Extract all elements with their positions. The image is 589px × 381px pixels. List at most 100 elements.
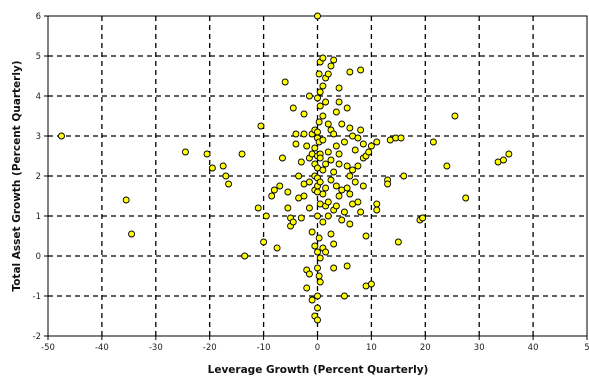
- data-point: [316, 254, 324, 262]
- data-point: [354, 198, 362, 206]
- x-tick-label: -40: [95, 343, 109, 353]
- data-point: [332, 182, 340, 190]
- data-point: [505, 150, 513, 158]
- data-point: [260, 238, 268, 246]
- data-point: [314, 128, 321, 136]
- data-point: [314, 12, 321, 20]
- x-tick-label: -30: [149, 343, 163, 353]
- data-point: [238, 150, 246, 158]
- data-point: [351, 146, 359, 154]
- data-point: [292, 130, 300, 138]
- data-point: [346, 172, 354, 180]
- x-axis-title: Leverage Growth (Percent Quarterly): [208, 364, 429, 376]
- y-tick-label: 6: [36, 12, 41, 22]
- data-point: [219, 162, 227, 170]
- data-point: [343, 104, 351, 112]
- data-point: [462, 194, 470, 202]
- data-point: [319, 166, 327, 174]
- data-point: [384, 180, 392, 188]
- data-point: [357, 208, 365, 216]
- data-point: [316, 102, 324, 110]
- data-point: [324, 148, 332, 156]
- x-tick-label: 30: [474, 343, 485, 353]
- data-point: [273, 244, 281, 252]
- data-point: [308, 296, 316, 304]
- data-point: [122, 196, 130, 204]
- data-point: [319, 112, 327, 120]
- data-point: [262, 212, 270, 220]
- data-point: [332, 142, 340, 150]
- data-point: [315, 118, 323, 126]
- data-point: [319, 54, 327, 62]
- data-point: [335, 192, 343, 200]
- y-tick-label: -1: [33, 292, 41, 302]
- data-point: [322, 248, 330, 256]
- data-point: [316, 278, 324, 286]
- data-point: [254, 204, 262, 212]
- data-point: [314, 248, 321, 256]
- data-point: [303, 284, 311, 292]
- data-point: [305, 178, 313, 186]
- data-point: [300, 110, 308, 118]
- data-point: [314, 316, 321, 324]
- data-point: [341, 292, 348, 300]
- data-point: [429, 138, 437, 146]
- data-point: [338, 120, 346, 128]
- data-point: [305, 270, 313, 278]
- data-point: [341, 138, 348, 146]
- data-point: [316, 88, 324, 96]
- data-point: [241, 252, 249, 260]
- data-point: [419, 214, 427, 222]
- data-point: [397, 134, 405, 142]
- data-point: [297, 214, 305, 222]
- data-point: [319, 218, 327, 226]
- data-point: [300, 192, 308, 200]
- data-point: [332, 108, 340, 116]
- data-point: [332, 202, 340, 210]
- data-point: [128, 230, 135, 238]
- data-point: [314, 292, 321, 300]
- data-point: [335, 160, 343, 168]
- data-point: [203, 150, 211, 158]
- data-point: [314, 304, 321, 312]
- x-tick-label: 20: [420, 343, 431, 353]
- x-tick-label: 5: [584, 343, 589, 353]
- data-point: [346, 220, 354, 228]
- data-point: [257, 122, 265, 130]
- data-point: [373, 206, 381, 214]
- data-point: [281, 78, 289, 86]
- data-point: [443, 162, 451, 170]
- data-point: [289, 218, 297, 226]
- y-tick-label: 3: [36, 132, 41, 142]
- x-tick-label: 10: [366, 343, 377, 353]
- data-point: [335, 98, 343, 106]
- data-point: [284, 204, 292, 212]
- data-point: [268, 192, 276, 200]
- data-point: [181, 148, 189, 156]
- data-point: [394, 238, 402, 246]
- data-point: [316, 178, 324, 186]
- data-point: [324, 70, 332, 78]
- point-layer: [58, 12, 513, 324]
- data-point: [327, 176, 335, 184]
- data-point: [319, 82, 327, 90]
- y-tick-label: 0: [36, 252, 41, 262]
- x-tick-label: 40: [528, 343, 539, 353]
- y-tick-label: 1: [36, 212, 41, 222]
- data-point: [303, 142, 311, 150]
- data-point: [295, 172, 303, 180]
- data-point: [330, 56, 338, 64]
- data-point: [279, 154, 286, 162]
- data-point: [346, 124, 354, 132]
- data-point: [343, 162, 351, 170]
- data-point: [346, 190, 354, 198]
- data-point: [319, 136, 327, 144]
- y-tick-label: -2: [33, 332, 41, 342]
- data-point: [351, 178, 359, 186]
- data-point: [330, 168, 338, 176]
- y-tick-label: 4: [36, 92, 41, 102]
- data-point: [357, 66, 365, 74]
- data-point: [314, 264, 321, 272]
- data-point: [349, 166, 356, 174]
